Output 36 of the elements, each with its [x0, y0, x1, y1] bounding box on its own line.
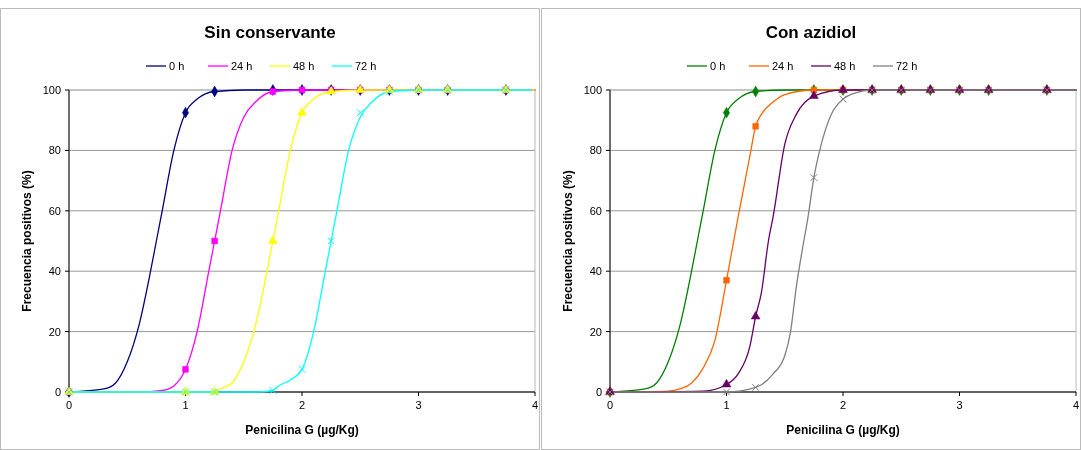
x-tick-label: 3 [415, 399, 422, 411]
y-tick-label: 60 [589, 204, 602, 217]
x-tick-label: 2 [839, 399, 847, 411]
y-axis-title: Frecuencia positivos (%) [561, 170, 575, 312]
legend-label: 0 h [169, 60, 185, 72]
y-tick-label: 100 [42, 84, 61, 96]
y-tick-label: 80 [48, 144, 61, 157]
legend-label: 72 h [896, 60, 918, 72]
y-tick-label: 40 [48, 265, 61, 278]
x-axis-title: Penicilina G (µg/Kg) [786, 423, 900, 437]
y-tick-label: 0 [54, 386, 61, 398]
legend-label: 48 h [834, 60, 856, 72]
y-tick-label: 0 [595, 386, 602, 398]
x-tick-label: 0 [606, 399, 614, 411]
x-tick-label: 2 [298, 399, 306, 411]
y-axis-title: Frecuencia positivos (%) [20, 170, 34, 312]
x-axis-title: Penicilina G (µg/Kg) [245, 423, 359, 437]
y-tick-label: 40 [589, 265, 602, 278]
x-tick-label: 3 [956, 399, 963, 411]
chart-title: Con azidiol [765, 23, 857, 42]
legend-label: 48 h [293, 60, 315, 72]
legend-label: 24 h [231, 60, 253, 72]
y-tick-label: 20 [589, 325, 602, 338]
x-tick-label: 1 [723, 399, 730, 411]
x-tick-label: 1 [182, 399, 189, 411]
y-tick-label: 80 [589, 144, 602, 157]
x-tick-label: 0 [65, 399, 73, 411]
legend-label: 0 h [710, 60, 726, 72]
x-tick-label: 4 [531, 399, 539, 411]
x-tick-label: 4 [1072, 399, 1080, 411]
y-tick-label: 60 [48, 204, 61, 217]
y-tick-label: 20 [48, 325, 61, 338]
legend-label: 72 h [355, 60, 377, 72]
chart-title: Sin conservante [204, 23, 336, 42]
legend-label: 24 h [772, 60, 794, 72]
y-tick-label: 100 [583, 84, 602, 96]
